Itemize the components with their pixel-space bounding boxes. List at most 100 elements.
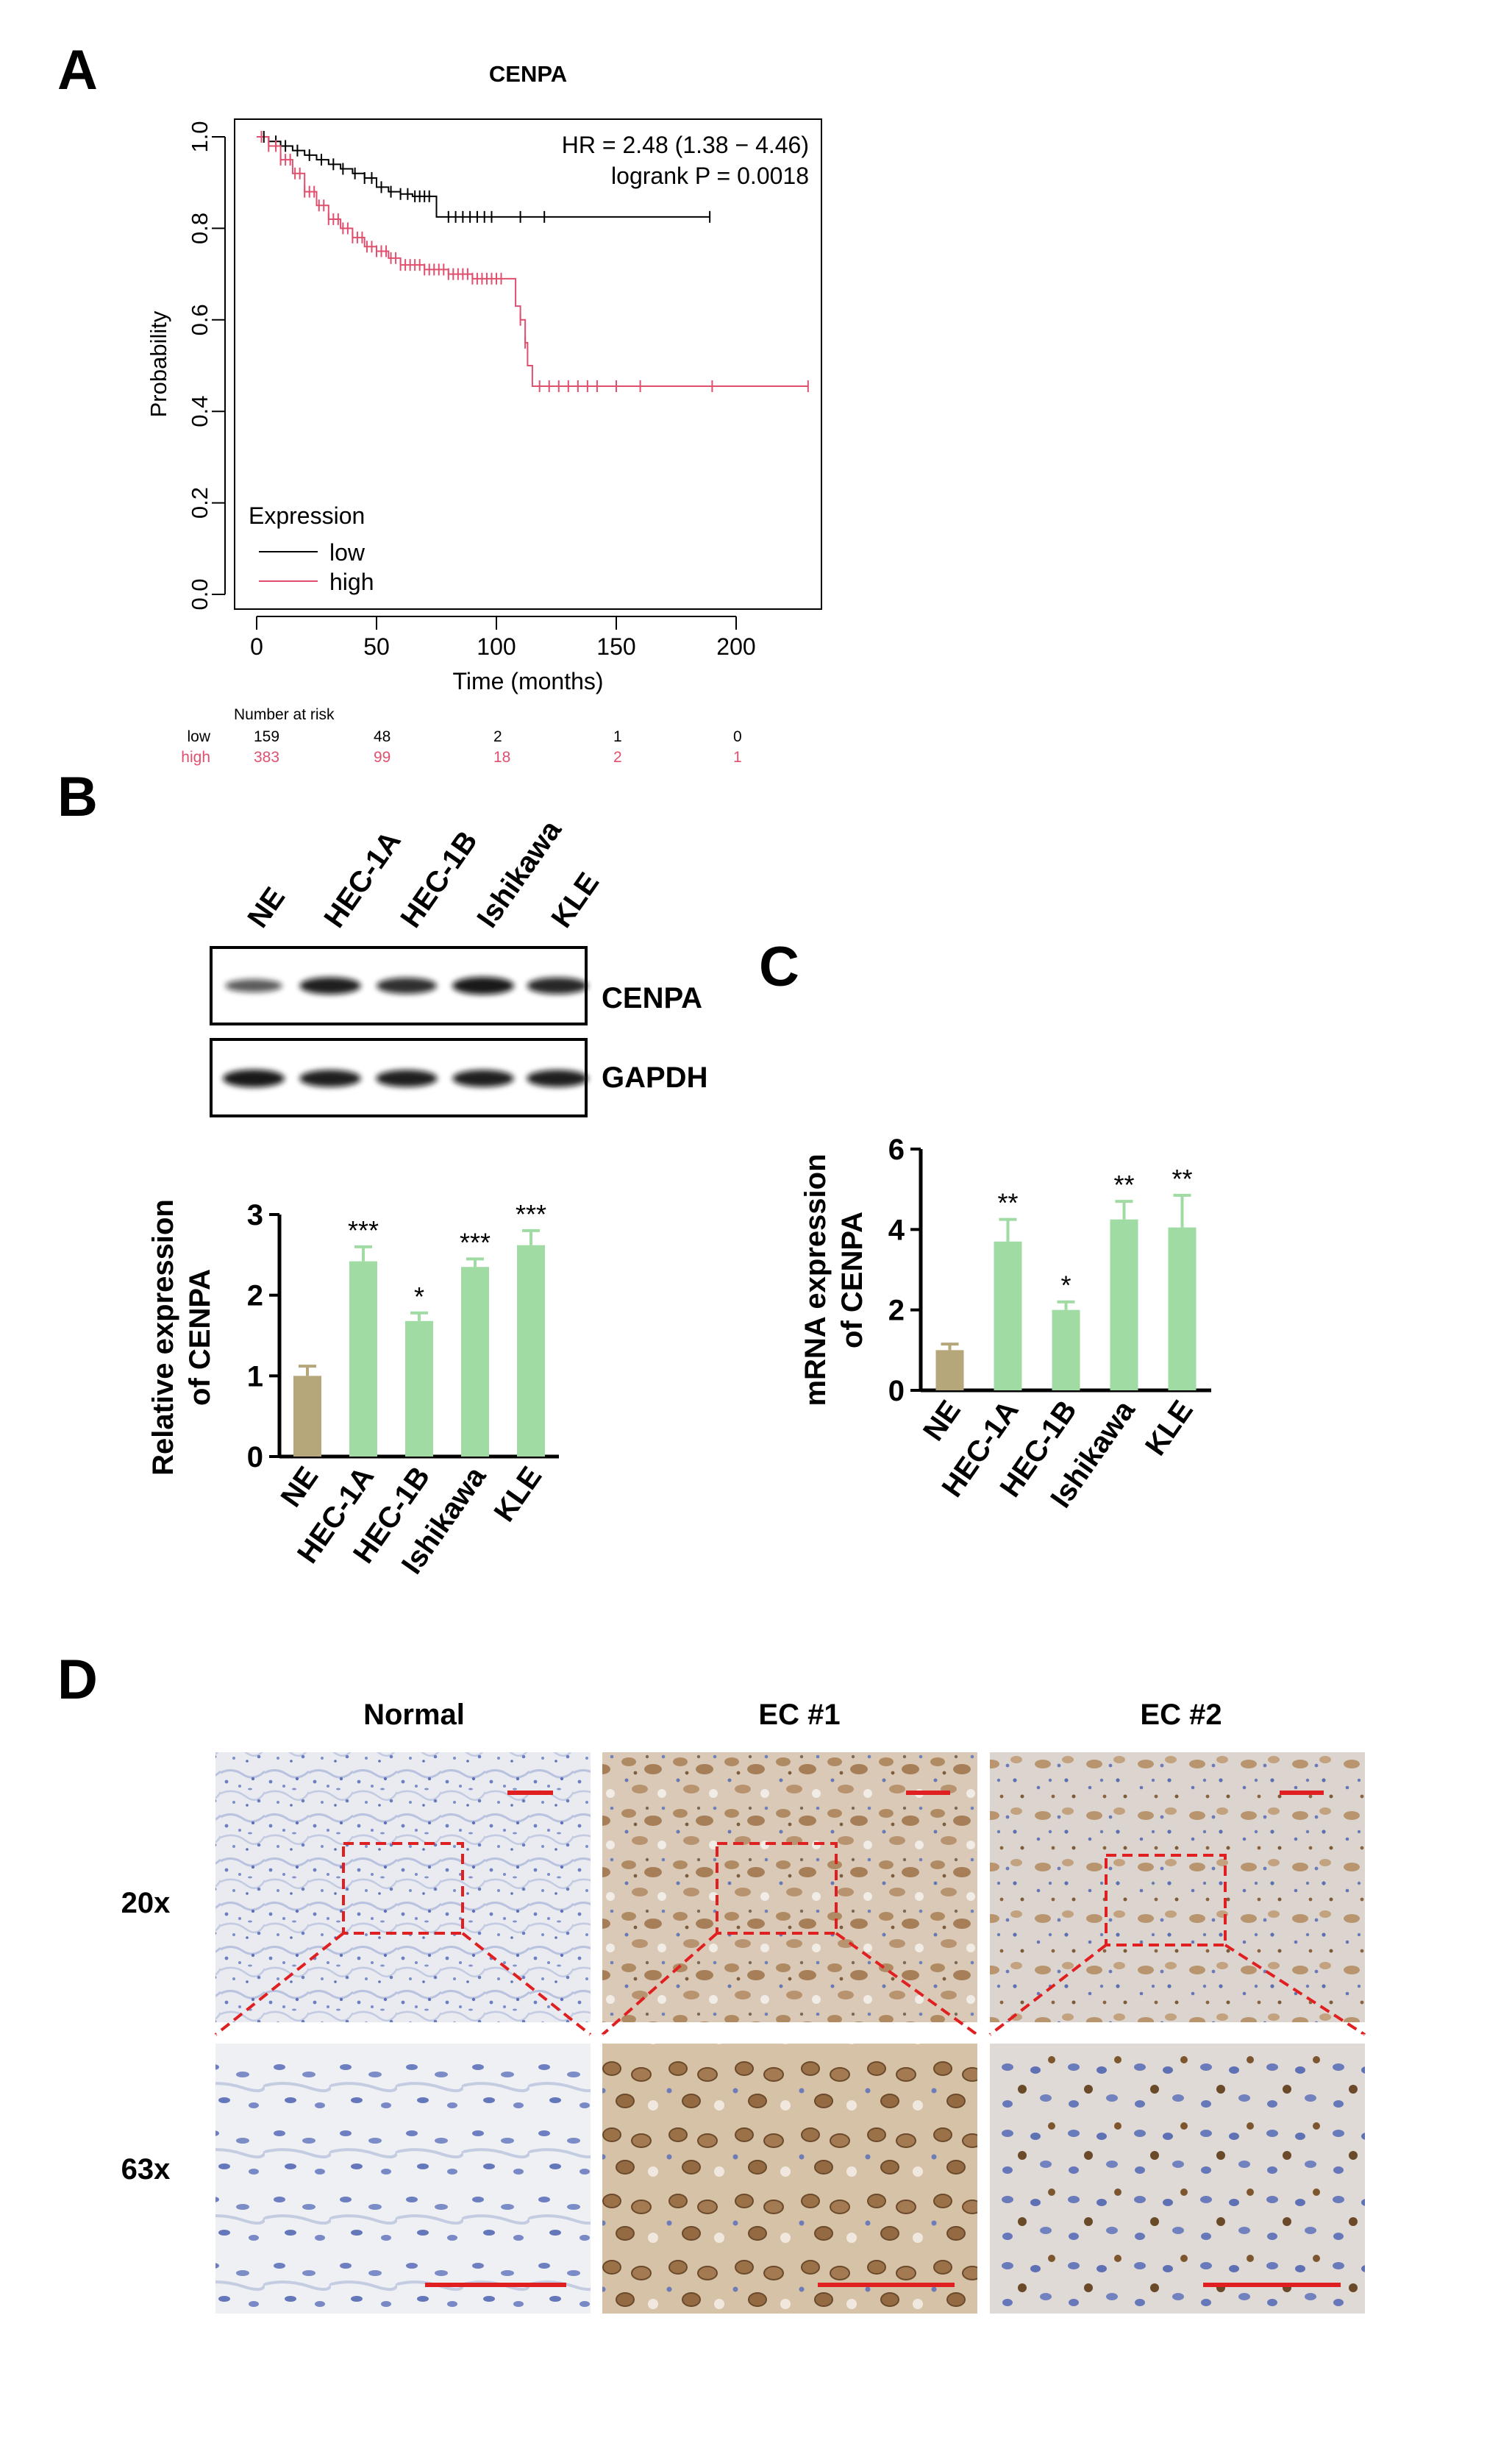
wb-band-gapdh bbox=[376, 1070, 438, 1087]
bar-c-bar bbox=[1110, 1219, 1138, 1390]
km-x-tick-label: 150 bbox=[596, 633, 635, 660]
wb-band-gapdh bbox=[299, 1070, 361, 1087]
bar-b-y-tick-label: 2 bbox=[247, 1280, 263, 1312]
wb-band-cenpa bbox=[377, 978, 437, 994]
bar-c-y-tick-label: 2 bbox=[888, 1295, 905, 1327]
bar-c-bar bbox=[994, 1241, 1022, 1390]
km-legend-high-label: high bbox=[329, 569, 374, 595]
zoom-box-ec1 bbox=[716, 1842, 838, 1935]
bar-c-y-label-line: of CENPA bbox=[836, 1212, 869, 1348]
km-y-axis-label: Probability bbox=[146, 310, 171, 417]
km-risk-value: 48 bbox=[374, 728, 391, 745]
bar-b-bar bbox=[293, 1376, 321, 1457]
bar-b-category-label: NE bbox=[274, 1461, 324, 1513]
km-y-tick-label: 0.8 bbox=[187, 213, 213, 244]
zoom-line-ec1-right bbox=[835, 1932, 979, 2036]
wb-bands bbox=[223, 977, 588, 1087]
ihc-row-label-20x: 20x bbox=[121, 1887, 171, 1919]
bar-b-bars: ********** bbox=[293, 1199, 546, 1457]
ihc-image-ec1-20x bbox=[602, 1752, 977, 2022]
bar-c-significance: ** bbox=[1113, 1170, 1134, 1200]
bar-c-category-label: KLE bbox=[1139, 1395, 1199, 1462]
wb-row-label-cenpa: CENPA bbox=[602, 982, 702, 1014]
km-x-tick-label: 50 bbox=[363, 633, 390, 660]
bar-c-y-tick-label: 6 bbox=[888, 1134, 905, 1166]
wb-band-cenpa bbox=[527, 977, 588, 995]
km-hr-annotation: HR = 2.48 (1.38 − 4.46) bbox=[562, 132, 809, 158]
bar-c-y-tick-label: 0 bbox=[888, 1375, 905, 1407]
km-legend-title: Expression bbox=[249, 502, 365, 529]
ihc-image-ec1-63x bbox=[602, 2044, 977, 2314]
panel-letter-b: B bbox=[57, 766, 98, 828]
km-risk-value: 1 bbox=[613, 728, 622, 745]
km-y-tick-label: 0.6 bbox=[187, 304, 213, 335]
panel-letter-a: A bbox=[57, 39, 98, 102]
zoom-line-ec1-left bbox=[601, 1932, 718, 2036]
bar-b-bar bbox=[461, 1267, 489, 1457]
bar-c-significance: ** bbox=[997, 1188, 1018, 1218]
km-risk-value: 159 bbox=[254, 728, 279, 745]
ihc-image-normal-20x bbox=[215, 1752, 591, 2022]
km-risk-value: 18 bbox=[493, 749, 510, 766]
zoom-line-normal-right bbox=[461, 1932, 592, 2036]
bar-c-bars: ***** ** bbox=[935, 1164, 1197, 1390]
km-risk-value: 99 bbox=[374, 749, 391, 766]
km-legend: Expression low high bbox=[249, 502, 374, 595]
km-y-tick-label: 0.0 bbox=[187, 578, 213, 610]
bar-b-bar bbox=[405, 1320, 433, 1457]
km-risk-value: 1 bbox=[733, 749, 742, 766]
ihc-row-label-63x: 63x bbox=[121, 2153, 171, 2186]
bar-c-y-axis-label: mRNA expression of CENPA bbox=[799, 1153, 869, 1406]
ihc-image-ec2-63x bbox=[990, 2044, 1365, 2314]
bar-c-bar bbox=[1052, 1309, 1080, 1390]
zoom-line-ec2-right bbox=[1224, 1944, 1366, 2036]
wb-lane-label: NE bbox=[241, 881, 291, 934]
ihc-column-label-ec2: EC #2 bbox=[1140, 1699, 1222, 1731]
bar-c-category-label: NE bbox=[917, 1395, 967, 1447]
wb-band-cenpa bbox=[299, 977, 361, 995]
ihc-column-label-normal: Normal bbox=[363, 1699, 465, 1731]
bar-b-y-tick-label: 1 bbox=[247, 1360, 263, 1393]
km-y-tick-label: 1.0 bbox=[187, 121, 213, 152]
zoom-box-ec2 bbox=[1105, 1854, 1227, 1946]
bar-c-y-label-line: mRNA expression bbox=[799, 1153, 832, 1406]
bar-b-y-tick-label: 3 bbox=[247, 1199, 263, 1231]
bar-b-bar bbox=[517, 1245, 545, 1457]
panel-letter-d: D bbox=[57, 1649, 98, 1711]
bar-c-y-tick-label: 4 bbox=[888, 1214, 905, 1246]
ihc-grid: Normal EC #1 EC #2 20x 63x bbox=[121, 1699, 1366, 2314]
wb-lane-label: HEC-1A bbox=[318, 825, 407, 934]
km-x-tick-label: 200 bbox=[716, 633, 755, 660]
km-chart: CENPA 0 50 100 150 200 0.0 0.2 0.4 0.6 0.8 1.0 HR … bbox=[146, 61, 822, 766]
wb-row-label-gapdh: GAPDH bbox=[602, 1062, 707, 1094]
bar-b-y-label-line: of CENPA bbox=[184, 1269, 216, 1406]
zoom-line-ec2-left bbox=[988, 1944, 1108, 2036]
wb-band-gapdh bbox=[527, 1070, 588, 1087]
km-risk-value: 383 bbox=[254, 749, 279, 766]
km-risk-value: 2 bbox=[613, 749, 622, 766]
bar-b-significance: *** bbox=[460, 1227, 491, 1257]
ihc-image-normal-63x bbox=[215, 2044, 591, 2314]
km-risk-title: Number at risk bbox=[234, 706, 335, 723]
bar-b-significance: *** bbox=[348, 1215, 379, 1245]
km-risk-value: 2 bbox=[493, 728, 502, 745]
bar-c-bar bbox=[1168, 1227, 1197, 1390]
km-axes: 0 50 100 150 200 0.0 0.2 0.4 0.6 0.8 1.0 bbox=[187, 121, 756, 660]
bar-b-significance: *** bbox=[516, 1199, 546, 1229]
km-risk-row-label: high bbox=[181, 749, 210, 766]
wb-lane-label: KLE bbox=[545, 867, 605, 934]
km-censors bbox=[260, 131, 809, 392]
wb-band-cenpa bbox=[452, 977, 514, 995]
km-x-tick-label: 100 bbox=[477, 633, 516, 660]
km-x-tick-label: 0 bbox=[250, 633, 263, 660]
panel-letter-c: C bbox=[759, 936, 799, 998]
km-risk-value: 0 bbox=[733, 728, 742, 745]
km-y-tick-label: 0.2 bbox=[187, 487, 213, 519]
km-logrank-annotation: logrank P = 0.0018 bbox=[611, 163, 809, 189]
